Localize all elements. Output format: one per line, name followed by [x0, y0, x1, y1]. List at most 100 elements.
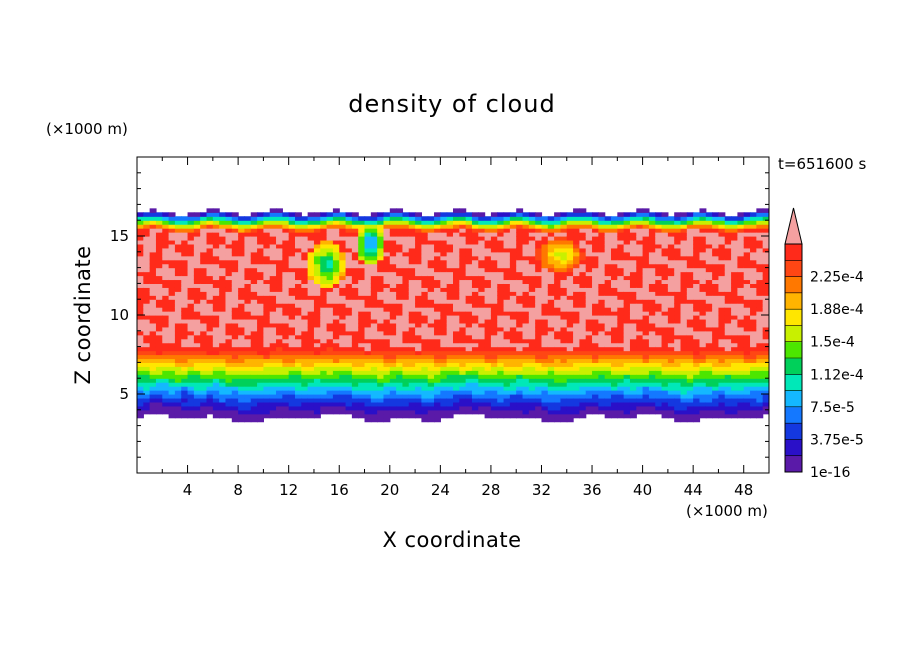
heatmap-cell — [497, 239, 505, 245]
heatmap-cell — [604, 279, 612, 284]
heatmap-cell — [636, 239, 644, 245]
heatmap-cell — [326, 251, 334, 257]
heatmap-cell — [181, 338, 189, 344]
heatmap-cell — [566, 378, 574, 383]
heatmap-cell — [453, 358, 460, 363]
heatmap-cell — [585, 362, 593, 367]
heatmap-cell — [244, 307, 252, 312]
heatmap-cell — [566, 366, 574, 371]
heatmap-cell — [724, 263, 732, 269]
heatmap-cell — [598, 267, 606, 273]
heatmap-cell — [535, 232, 543, 237]
heatmap-cell — [509, 386, 517, 391]
heatmap-cell — [617, 350, 625, 356]
heatmap-cell — [592, 283, 599, 288]
heatmap-cell — [522, 243, 530, 249]
heatmap-cell — [522, 366, 530, 371]
heatmap-cell — [592, 362, 599, 367]
heatmap-cell — [509, 409, 517, 415]
heatmap-cell — [332, 243, 340, 249]
heatmap-cell — [731, 354, 738, 360]
heatmap-cell — [434, 370, 441, 375]
heatmap-cell — [573, 394, 580, 399]
heatmap-cell — [168, 334, 176, 340]
heatmap-cell — [168, 236, 176, 241]
heatmap-cell — [579, 346, 587, 352]
heatmap-cell — [320, 362, 328, 367]
heatmap-cell — [313, 338, 321, 344]
heatmap-cell — [143, 295, 151, 300]
heatmap-cell — [295, 259, 302, 265]
heatmap-cell — [187, 259, 195, 265]
heatmap-cell — [541, 220, 549, 225]
heatmap-cell — [137, 342, 144, 348]
heatmap-cell — [661, 346, 669, 352]
heatmap-cell — [453, 326, 460, 332]
heatmap-cell — [238, 318, 246, 324]
heatmap-cell — [541, 247, 549, 253]
heatmap-cell — [364, 303, 372, 308]
heatmap-cell — [547, 232, 555, 237]
heatmap-cell — [667, 299, 675, 304]
heatmap-cell — [231, 378, 239, 383]
chart-title: density of cloud — [348, 90, 555, 118]
heatmap-cell — [200, 315, 208, 320]
heatmap-cell — [396, 243, 404, 249]
heatmap-cell — [560, 318, 568, 324]
heatmap-cell — [434, 311, 441, 316]
heatmap-cell — [250, 382, 258, 387]
heatmap-cell — [225, 299, 233, 304]
heatmap-cell — [611, 239, 618, 245]
heatmap-cell — [497, 342, 505, 348]
heatmap-cell — [680, 394, 688, 399]
heatmap-cell — [440, 394, 448, 399]
heatmap-cell — [364, 362, 372, 367]
heatmap-cell — [320, 224, 328, 229]
heatmap-cell — [566, 386, 574, 391]
heatmap-cell — [623, 299, 631, 304]
heatmap-cell — [288, 275, 296, 281]
heatmap-cell — [718, 362, 726, 367]
heatmap-cell — [490, 295, 498, 300]
heatmap-cell — [339, 311, 347, 316]
heatmap-cell — [244, 216, 252, 221]
heatmap-cell — [383, 350, 391, 356]
heatmap-cell — [667, 303, 675, 308]
heatmap-cell — [497, 263, 505, 269]
heatmap-cell — [490, 287, 498, 292]
heatmap-cell — [137, 374, 144, 379]
heatmap-cell — [724, 397, 732, 403]
heatmap-cell — [636, 283, 644, 288]
heatmap-cell — [484, 401, 492, 407]
heatmap-cell — [370, 291, 378, 296]
heatmap-cell — [737, 251, 745, 257]
heatmap-cell — [244, 342, 252, 348]
heatmap-cell — [693, 386, 701, 391]
heatmap-cell — [680, 315, 688, 320]
heatmap-cell — [276, 295, 283, 300]
heatmap-cell — [497, 243, 505, 249]
heatmap-cell — [427, 386, 435, 391]
heatmap-cell — [295, 271, 302, 277]
heatmap-cell — [655, 338, 663, 344]
heatmap-cell — [655, 275, 663, 281]
heatmap-cell — [137, 386, 144, 391]
heatmap-cell — [471, 279, 479, 284]
heatmap-cell — [263, 255, 271, 261]
heatmap-cell — [155, 397, 163, 403]
heatmap-cell — [611, 326, 618, 332]
heatmap-cell — [282, 267, 290, 273]
heatmap-cell — [712, 299, 720, 304]
heatmap-cell — [212, 330, 220, 336]
heatmap-cell — [193, 362, 201, 367]
heatmap-cell — [503, 287, 511, 292]
heatmap-cell — [187, 378, 195, 383]
heatmap-cell — [623, 303, 631, 308]
heatmap-cell — [680, 342, 688, 348]
heatmap-cell — [225, 350, 233, 356]
heatmap-cell — [490, 346, 498, 352]
heatmap-cell — [617, 374, 625, 379]
heatmap-cell — [276, 220, 283, 225]
heatmap-cell — [617, 311, 625, 316]
heatmap-cell — [465, 243, 473, 249]
